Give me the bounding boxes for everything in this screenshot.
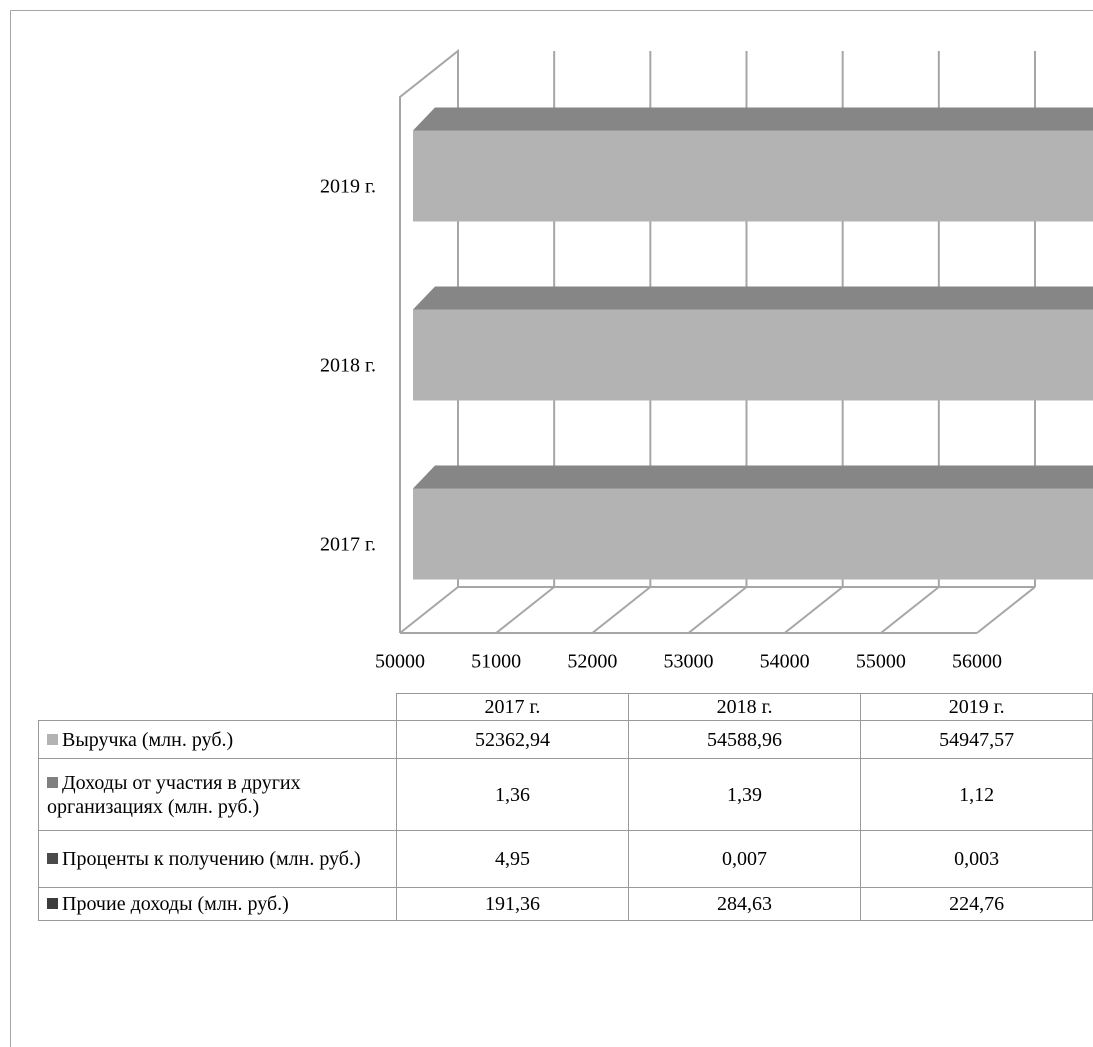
- x-tick-label: 51000: [471, 651, 521, 673]
- legend-label: Доходы от участия в других организациях …: [47, 771, 301, 818]
- table-value: 0,007: [627, 830, 862, 888]
- x-tick-label: 56000: [952, 651, 1002, 673]
- bar: [413, 130, 1093, 222]
- table-value: 1,39: [627, 758, 862, 831]
- floor-grid-line: [880, 586, 940, 634]
- floor-grid-line: [784, 586, 844, 634]
- legend-key: [47, 733, 58, 745]
- x-tick-label: 53000: [664, 651, 714, 673]
- table-value: 52362,94: [396, 720, 629, 759]
- table-row: Доходы от участия в других организациях …: [37, 758, 1093, 831]
- table-header-row: 2017 г. 2018 г. 2019 г.: [38, 693, 1093, 721]
- legend-label: Прочие доходы (млн. руб.): [62, 893, 289, 915]
- table-value: 284,63: [627, 887, 862, 921]
- table-value: 0,003: [860, 830, 1093, 888]
- table-header: 2017 г.: [396, 693, 629, 721]
- table-row: Выручка (млн. руб.) 52362,94 54588,96 54947…: [37, 720, 1093, 759]
- table-value: 54947,57: [860, 720, 1093, 759]
- legend-key: [47, 776, 58, 788]
- table-value: 224,76: [860, 887, 1093, 921]
- bar-top: [413, 107, 1093, 131]
- table-corner: [38, 693, 398, 721]
- legend-cell: Выручка (млн. руб.): [37, 720, 398, 759]
- x-tick-label: 52000: [567, 651, 617, 673]
- bar-top: [413, 286, 1093, 310]
- legend-label: Проценты к получению (млн. руб.): [62, 848, 361, 870]
- x-tick-label: 50000: [375, 651, 425, 673]
- category-label: 2019 г.: [320, 176, 376, 198]
- table-value: 54588,96: [627, 720, 862, 759]
- table-value: 1,12: [860, 758, 1093, 831]
- bar: [413, 309, 1093, 401]
- legend-cell: Доходы от участия в других организациях …: [37, 758, 398, 831]
- legend-cell: Проценты к получению (млн. руб.): [37, 830, 398, 888]
- table-row: Прочие доходы (млн. руб.) 191,36 284,63 224…: [37, 887, 1093, 921]
- floor-grid-line: [495, 586, 555, 634]
- table-value: 1,36: [396, 758, 629, 831]
- legend-key: [47, 853, 58, 864]
- table-header: 2019 г.: [860, 693, 1093, 721]
- legend-key: [47, 898, 58, 909]
- category-label: 2018 г.: [320, 355, 376, 377]
- x-tick-label: 54000: [760, 651, 810, 673]
- category-label: 2017 г.: [320, 534, 376, 556]
- legend-cell: Прочие доходы (млн. руб.): [37, 887, 398, 921]
- table-header: 2018 г.: [627, 693, 862, 721]
- floor-grid-line: [976, 586, 1036, 634]
- table-value: 191,36: [396, 887, 629, 921]
- floor-grid-line: [687, 586, 748, 634]
- data-table: 2017 г. 2018 г. 2019 г. Выручка (млн. руб.)…: [37, 693, 1093, 921]
- table-value: 4,95: [396, 830, 629, 888]
- bar: [413, 488, 1093, 580]
- bar-top: [413, 465, 1093, 489]
- table-row: Проценты к получению (млн. руб.) 4,95 0,00…: [37, 830, 1093, 888]
- floor-grid-line: [591, 586, 651, 634]
- x-tick-label: 55000: [856, 651, 906, 673]
- floor-grid-line: [399, 586, 459, 634]
- legend-label: Выручка (млн. руб.): [62, 728, 234, 751]
